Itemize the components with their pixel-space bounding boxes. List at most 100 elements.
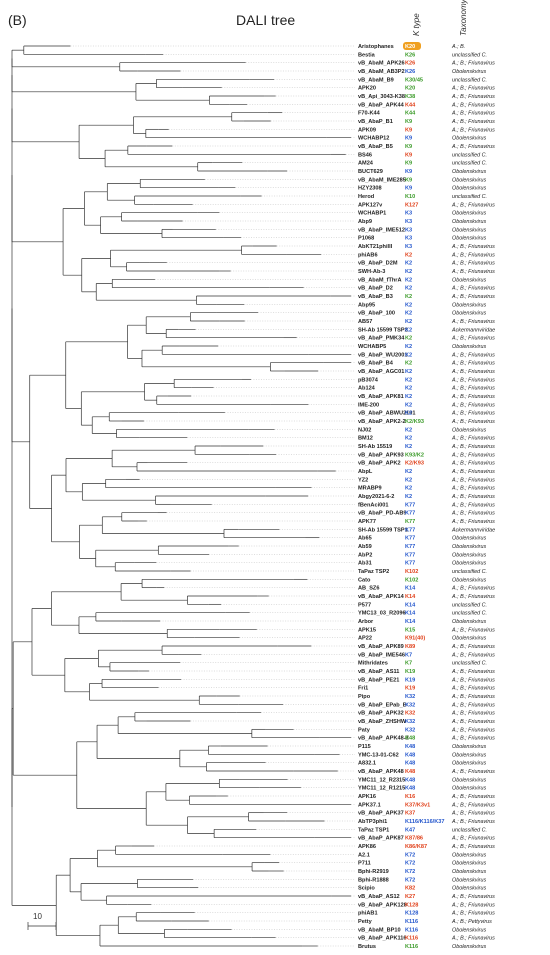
- leaf-name: vB_AbaP_APK32: [358, 711, 404, 717]
- k-type-label: K37/K3v1: [405, 802, 430, 808]
- k-type-label: K26: [405, 52, 415, 58]
- leaf-name: vB_AbaP_B1: [358, 119, 393, 125]
- taxonomy-label: A.; B.; Friunavirus: [451, 461, 495, 467]
- leaf-name: vB_AbaP_100: [358, 311, 395, 317]
- taxonomy-label: unclassified C.: [452, 661, 487, 667]
- leaf-name: APK37.1: [358, 802, 381, 808]
- taxonomy-label: Obolenskvirus: [452, 561, 486, 567]
- leaf-name: vB_AbaP_APK128: [358, 902, 407, 908]
- leaf-name: vB_Api_3043-K38: [358, 94, 405, 100]
- taxonomy-label: Obolenskvirus: [452, 219, 486, 225]
- leaf-name: AbP2: [358, 552, 372, 558]
- taxonomy-label: Obolenskvirus: [452, 186, 486, 192]
- leaf-name: A2.1: [358, 852, 370, 858]
- taxonomy-label: A.; B.; Friunavirus: [451, 794, 495, 800]
- k-type-label: K20: [405, 44, 415, 50]
- taxonomy-label: Obolenskvirus: [452, 577, 486, 583]
- leaf-name: YMC-13-01-C62: [358, 752, 399, 758]
- k-type-label: K87/86: [405, 836, 423, 842]
- taxonomy-label: Obolenskvirus: [452, 861, 486, 867]
- k-type-label: K14: [405, 611, 416, 617]
- k-type-label: K2: [405, 261, 412, 267]
- k-type-label: K48: [405, 761, 415, 767]
- leaf-name: Herod: [358, 194, 375, 200]
- taxonomy-label: A.; B.; Friunavirus: [451, 319, 495, 325]
- taxonomy-label: A.; B.; Friunavirus: [451, 511, 495, 517]
- k-type-label: K3: [405, 211, 412, 217]
- leaf-name: Arbor: [358, 619, 374, 625]
- k-type-label: K14: [405, 619, 416, 625]
- taxonomy-label: Obolenskvirus: [452, 236, 486, 242]
- k-type-label: K9: [405, 169, 412, 175]
- leaf-name: vB_AbaP_APK2: [358, 461, 401, 467]
- leaf-name: vB_AbaP_ABWU2101: [358, 411, 416, 417]
- leaf-name: Bphi-R1888: [358, 877, 389, 883]
- k-type-label: K9: [405, 119, 412, 125]
- leaf-name: APK77: [358, 519, 376, 525]
- taxonomy-label: Ackermannviridae: [451, 327, 495, 333]
- taxonomy-label: Obolenskvirus: [452, 777, 486, 783]
- taxonomy-label: A.; B.; Friunavirus: [451, 144, 495, 150]
- leaf-name: vB_AbaP_APK37: [358, 811, 404, 817]
- k-type-label: K2: [405, 294, 412, 300]
- k-type-label: K2: [405, 311, 412, 317]
- k-type-label: K9: [405, 136, 412, 142]
- leaf-name: vB_AbaP_APK14: [358, 594, 405, 600]
- leaf-name: vB_AbaP_APK87: [358, 836, 404, 842]
- taxonomy-label: A.; B.; Friunavirus: [451, 419, 495, 425]
- leader-lines: [70, 45, 355, 947]
- leaf-name: vB_AbaM_fThrA: [358, 277, 402, 283]
- taxonomy-label: A.; B.; Friunavirus: [451, 394, 495, 400]
- leaf-name: Ab59: [358, 544, 372, 550]
- k-type-label: K86/K87: [405, 844, 427, 850]
- taxonomy-label: A.; B.; Friunavirus: [451, 811, 495, 817]
- k-type-label: K37: [405, 811, 415, 817]
- k-type-label: K116: [405, 919, 418, 925]
- k-type-label: K72: [405, 861, 415, 867]
- taxonomy-label: Obolenskvirus: [452, 877, 486, 883]
- k-type-label: K116: [405, 944, 418, 950]
- taxonomy-label: A.; B.; Pettyvirus: [451, 919, 492, 925]
- leaf-name: APK16: [358, 794, 376, 800]
- taxonomy-label: Obolenskvirus: [452, 869, 486, 875]
- taxonomy-label: A.; B.; Friunavirus: [451, 444, 495, 450]
- taxonomy-label: Obolenskvirus: [452, 136, 486, 142]
- taxonomy-label: A.; B.; Friunavirus: [451, 244, 495, 250]
- k-type-label: K32: [405, 727, 415, 733]
- k-type-label: K77: [405, 527, 415, 533]
- leaf-name: vB_AbaP_AGC01: [358, 369, 404, 375]
- leaf-name: pB3074: [358, 377, 379, 383]
- k-type-label: K2: [405, 369, 412, 375]
- leaf-name: Bphi-R2919: [358, 869, 389, 875]
- taxonomy-label: A.; B.; Friunavirus: [451, 269, 495, 275]
- leaf-name: Fri1: [358, 686, 368, 692]
- taxonomy-label: A.; B.; Friunavirus: [451, 702, 495, 708]
- k-type-label: K19: [405, 677, 415, 683]
- k-type-label: K26: [405, 69, 415, 75]
- taxonomy-label: A.; B.; Friunavirus: [451, 252, 495, 258]
- taxonomy-label: Obolenskvirus: [452, 427, 486, 433]
- k-type-label: K9: [405, 127, 412, 133]
- taxonomy-label: A.; B.; Friunavirus: [451, 469, 495, 475]
- k-type-label: K32: [405, 711, 415, 717]
- leaf-name: SH-Ab 15599 TSP2: [358, 327, 408, 333]
- k-type-label: K102: [405, 577, 418, 583]
- leaf-name: vB_AbaP_APK116: [358, 936, 407, 942]
- leaf-name: AP22: [358, 636, 372, 642]
- k-type-label: K44: [405, 102, 416, 108]
- taxonomy-label: A.; B.; Friunavirus: [451, 677, 495, 683]
- k-type-label: K3: [405, 227, 412, 233]
- k-type-label: K2: [405, 402, 412, 408]
- k-type-label: K20: [405, 86, 415, 92]
- taxonomy-label: A.; B.; Friunavirus: [451, 902, 495, 908]
- taxonomy-label: unclassified C.: [452, 161, 487, 167]
- leaf-name: vB_AbaP_PE21: [358, 677, 399, 683]
- leaf-name: BS46: [358, 152, 372, 158]
- k-type-label: K2/K93: [405, 461, 424, 467]
- leaf-name: HZY2308: [358, 186, 382, 192]
- taxonomy-label: A.; B.; Friunavirus: [451, 711, 495, 717]
- taxonomy-label: A.; B.; Friunavirus: [451, 261, 495, 267]
- leaf-name: AB57: [358, 319, 372, 325]
- taxonomy-label: Obolenskvirus: [452, 344, 486, 350]
